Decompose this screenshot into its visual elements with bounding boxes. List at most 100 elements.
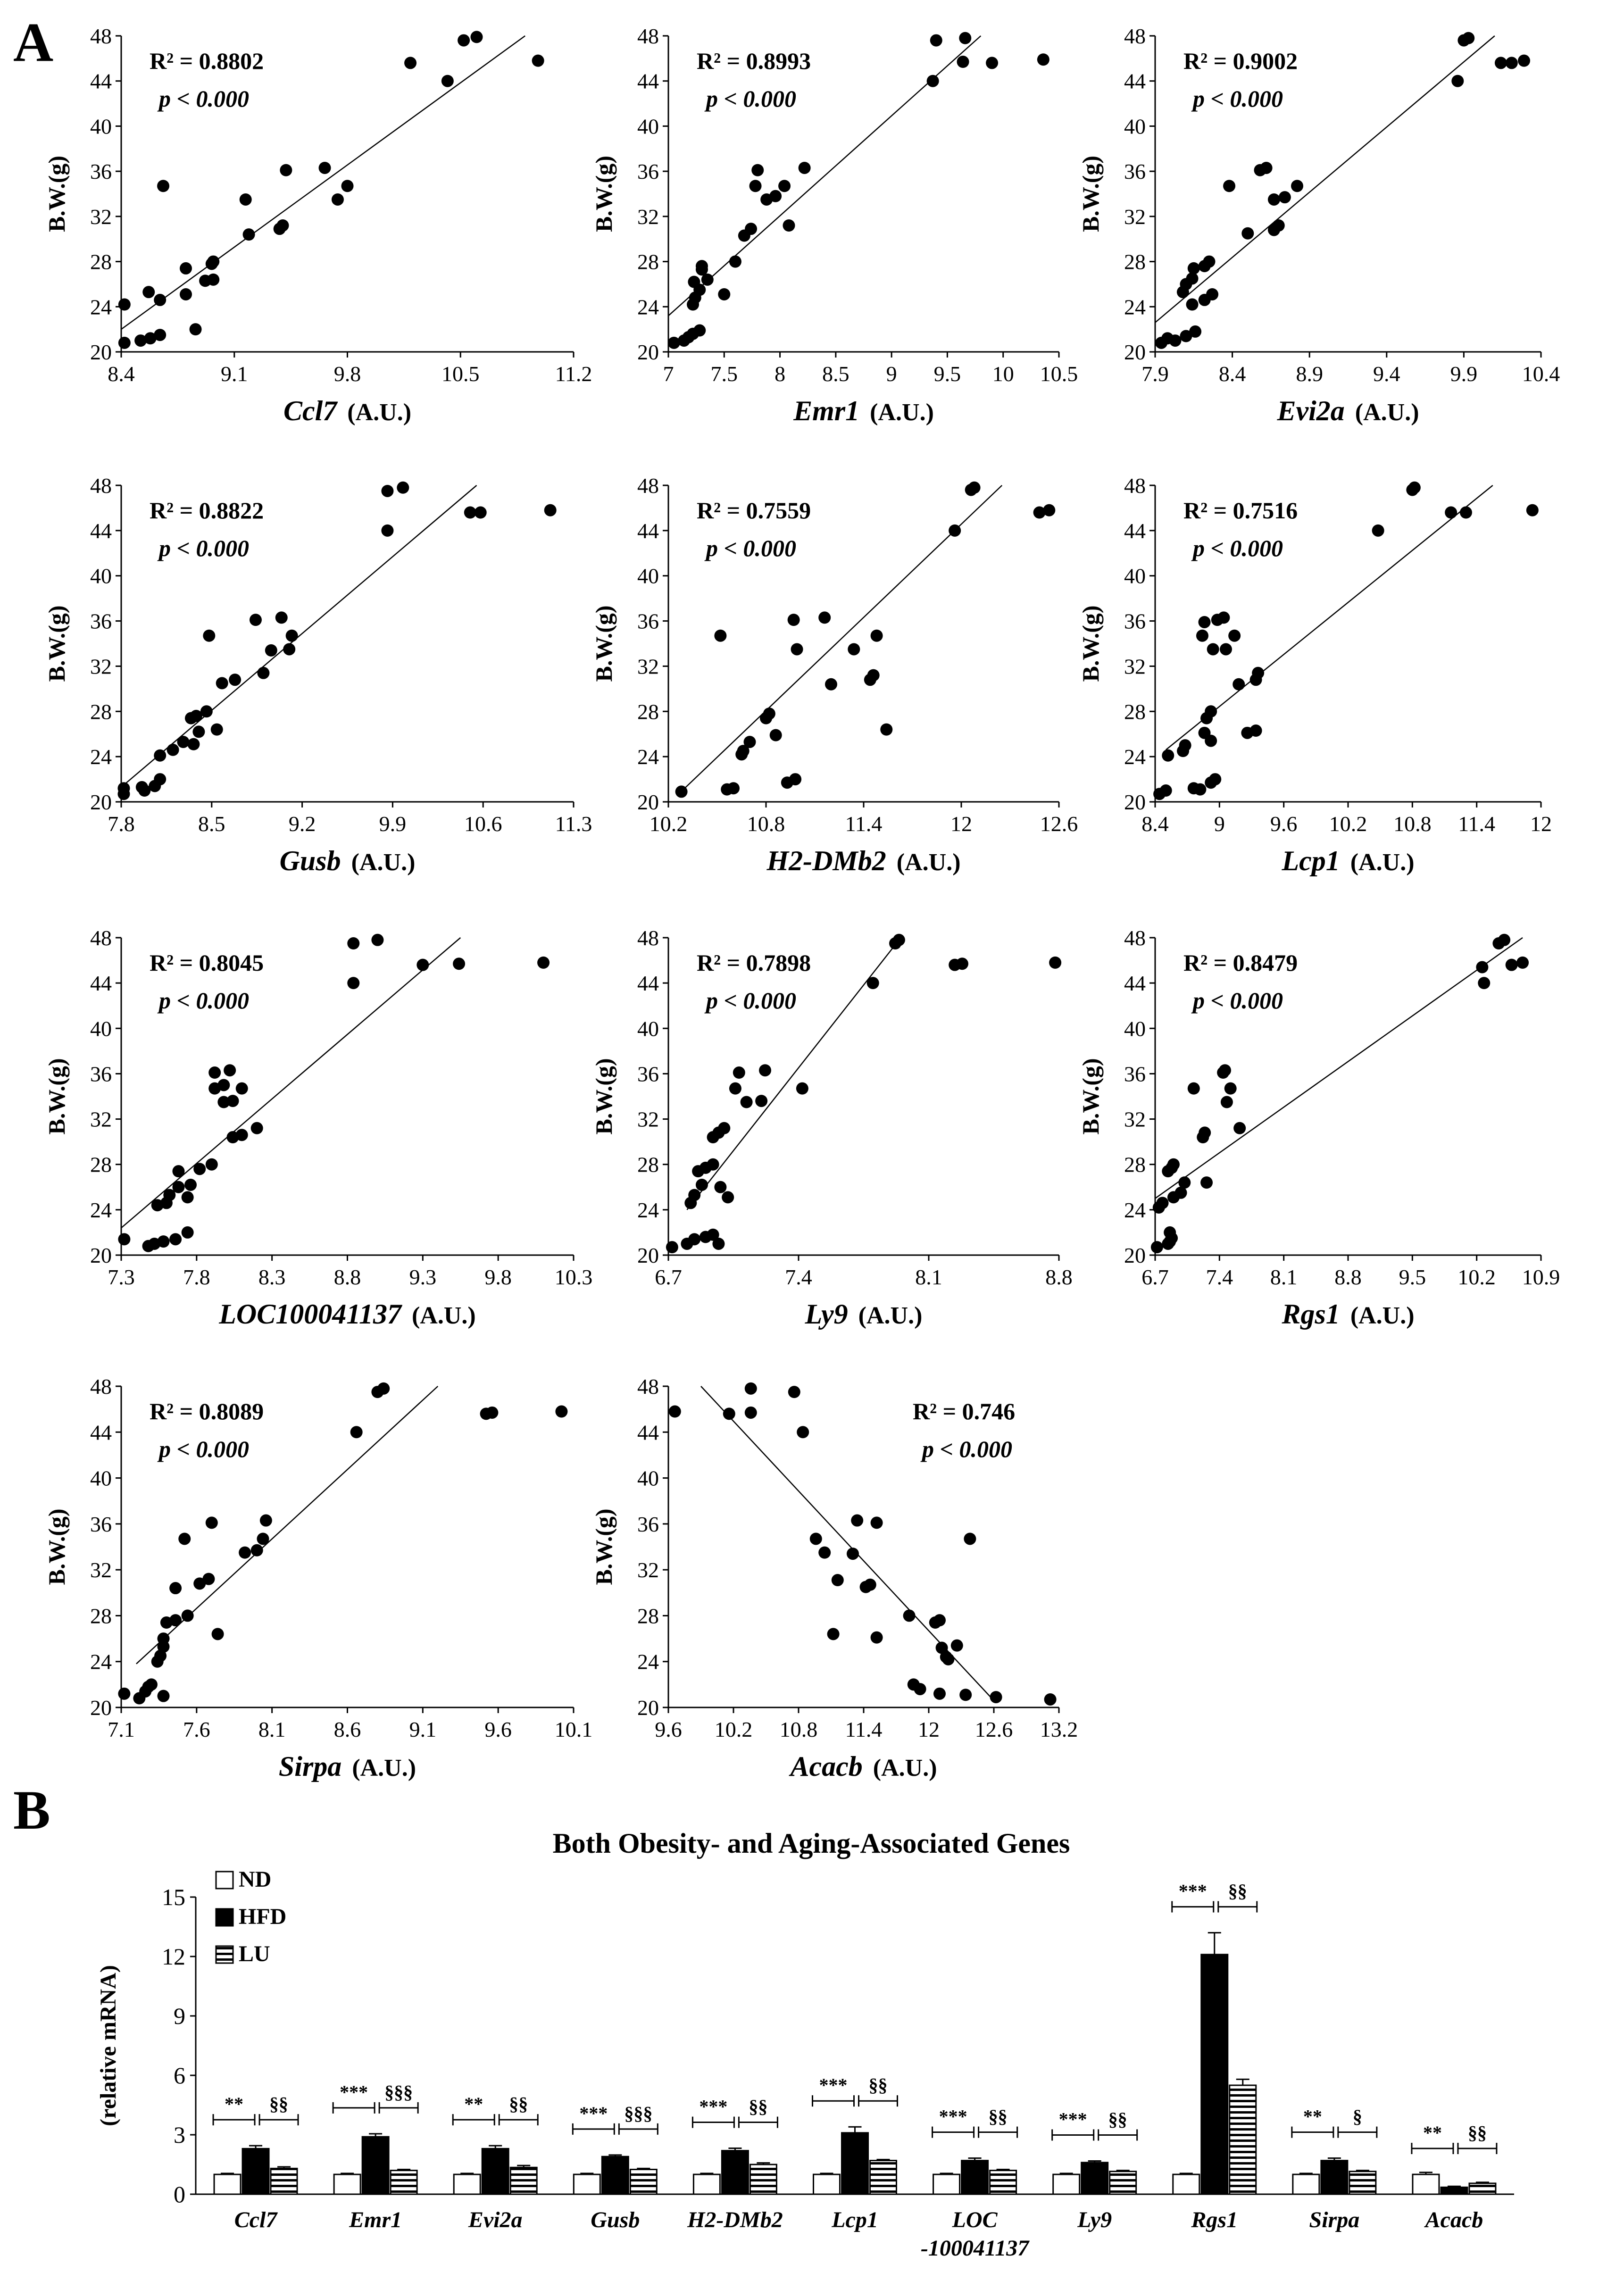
data-point xyxy=(172,1181,185,1193)
bar-y-tick-label: 9 xyxy=(174,2003,185,2029)
data-point xyxy=(250,1122,263,1134)
x-tick-label: 8.4 xyxy=(1219,362,1246,386)
data-point xyxy=(371,933,384,946)
y-axis-title: B.W.(g) xyxy=(43,605,70,682)
data-point xyxy=(959,1689,972,1701)
data-point xyxy=(203,629,216,642)
data-point xyxy=(181,1609,194,1622)
y-tick-label: 44 xyxy=(637,1420,659,1444)
gene-name: Emr1 xyxy=(793,395,859,426)
scatter-panel-ly9: 20 24 28 32 36 40 44 48 6.7 7.4 8.1 8.8 B.W.(g) Ly9 (A… xyxy=(591,926,1073,1330)
data-point xyxy=(818,1546,831,1559)
y-tick-label: 20 xyxy=(1124,340,1146,364)
data-point xyxy=(1199,1126,1211,1139)
data-point xyxy=(1200,1176,1213,1189)
data-point xyxy=(933,1614,946,1627)
data-point xyxy=(1526,504,1539,516)
trend-line xyxy=(684,485,1003,789)
y-axis-title: B.W.(g) xyxy=(1077,1058,1104,1134)
p-value-label: p < 0.000 xyxy=(157,987,249,1014)
data-point xyxy=(381,524,394,537)
category-label: Acacb xyxy=(1424,2207,1483,2232)
x-tick-label: 9.8 xyxy=(484,1265,512,1289)
x-tick-label: 9.5 xyxy=(1399,1265,1426,1289)
scatter-panel-acacb: 20 24 28 32 36 40 44 48 9.6 10.2 10.8 11.4 12 12.6 13.… xyxy=(591,1374,1078,1782)
data-point xyxy=(1207,643,1219,656)
bar-nd xyxy=(453,2173,481,2195)
data-point xyxy=(933,1687,946,1700)
data-point xyxy=(169,1614,182,1627)
bar-lu xyxy=(509,2166,538,2195)
data-point xyxy=(930,34,942,47)
x-tick-label: 11.4 xyxy=(845,1717,883,1741)
y-tick-label: 20 xyxy=(637,1696,659,1720)
y-tick-label: 48 xyxy=(90,24,112,48)
r-squared-label: R² = 0.8045 xyxy=(150,949,264,976)
data-point xyxy=(986,57,999,69)
data-point xyxy=(1220,1096,1233,1108)
data-point xyxy=(718,1122,731,1134)
data-point xyxy=(1498,933,1511,946)
y-tick-label: 48 xyxy=(90,474,112,498)
data-point xyxy=(441,75,454,87)
data-point xyxy=(1187,1082,1200,1095)
bar-lu xyxy=(390,2170,418,2195)
x-axis-title: Lcp1 (A.U.) xyxy=(1281,845,1414,876)
panel-label-b: B xyxy=(13,1779,50,1841)
x-tick-label: 9 xyxy=(886,362,897,386)
y-tick-label: 20 xyxy=(90,1696,112,1720)
bar-nd xyxy=(692,2173,721,2195)
y-tick-label: 36 xyxy=(90,609,112,633)
bar-lu xyxy=(1349,2171,1377,2195)
y-tick-label: 24 xyxy=(637,1198,659,1222)
x-tick-label: 8.3 xyxy=(258,1265,286,1289)
x-tick-label: 8.8 xyxy=(334,1265,361,1289)
data-point xyxy=(949,524,961,537)
y-tick-label: 40 xyxy=(90,1016,112,1041)
data-point xyxy=(280,164,292,176)
bar-nd xyxy=(1172,2173,1200,2195)
hfd-significance: *** xyxy=(699,2096,727,2117)
p-value-label: p < 0.000 xyxy=(157,535,249,561)
data-point xyxy=(714,629,727,642)
scatter-panel-gusb: 20 24 28 32 36 40 44 48 7.8 8.5 9.2 9.9 10.6 11.3 B.W.… xyxy=(43,474,592,876)
bar-group-ccl7: ** §§ Ccl7 xyxy=(212,2093,299,2232)
x-tick-label: 10.2 xyxy=(1457,1265,1496,1289)
x-tick-label: 8.4 xyxy=(108,362,135,386)
x-tick-label: 9.3 xyxy=(409,1265,437,1289)
gene-name: Rgs1 xyxy=(1281,1299,1340,1330)
y-tick-label: 40 xyxy=(637,114,659,138)
data-point xyxy=(688,1233,701,1246)
hfd-significance: *** xyxy=(1179,1881,1207,1902)
data-point xyxy=(347,937,360,950)
p-value-label: p < 0.000 xyxy=(1191,535,1283,561)
unit-label: (A.U.) xyxy=(1350,1302,1415,1329)
trend-line xyxy=(121,937,461,1229)
x-axis-title: Sirpa (A.U.) xyxy=(279,1751,416,1782)
unit-label: (A.U.) xyxy=(870,399,934,426)
unit-label: (A.U.) xyxy=(412,1302,476,1329)
data-point xyxy=(695,1178,708,1191)
data-point xyxy=(217,1079,230,1091)
data-point xyxy=(257,666,270,679)
data-point xyxy=(1228,629,1241,642)
lu-significance: §§ xyxy=(269,2093,288,2115)
data-point xyxy=(1272,219,1285,232)
scatter-panel-loc100041137: 20 24 28 32 36 40 44 48 7.3 7.8 8.3 8.8 9.3 9.8 10.3 B.… xyxy=(43,926,592,1330)
x-axis-title: Rgs1 (A.U.) xyxy=(1281,1299,1414,1330)
data-point xyxy=(733,1066,745,1079)
legend-swatch-nd xyxy=(215,1871,234,1890)
data-point xyxy=(1198,616,1211,628)
legend-label: LU xyxy=(239,1941,270,1966)
x-tick-label: 9.6 xyxy=(484,1717,512,1741)
data-point xyxy=(729,1082,741,1095)
x-tick-label: 12 xyxy=(918,1717,940,1741)
x-tick-label: 7.9 xyxy=(1141,362,1169,386)
gene-name: LOC100041137 xyxy=(218,1299,402,1330)
x-tick-label: 7.8 xyxy=(108,812,135,836)
data-point xyxy=(283,643,296,656)
y-tick-label: 32 xyxy=(1124,1107,1146,1132)
data-point xyxy=(751,164,764,176)
data-point xyxy=(1194,783,1207,796)
y-tick-label: 32 xyxy=(90,205,112,229)
